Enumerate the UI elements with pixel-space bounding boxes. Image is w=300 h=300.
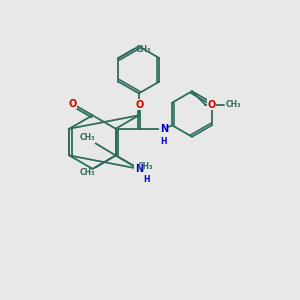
Text: N: N (135, 164, 143, 174)
Text: H: H (143, 175, 149, 184)
Text: CH₃: CH₃ (137, 162, 153, 171)
Text: H: H (160, 136, 167, 146)
Text: O: O (207, 100, 215, 110)
Text: O: O (136, 100, 144, 110)
Text: CH₃: CH₃ (136, 45, 151, 54)
Text: CH₃: CH₃ (226, 100, 242, 109)
Text: N: N (160, 124, 168, 134)
Text: CH₃: CH₃ (79, 134, 94, 142)
Text: O: O (69, 99, 77, 109)
Text: CH₃: CH₃ (79, 169, 94, 178)
